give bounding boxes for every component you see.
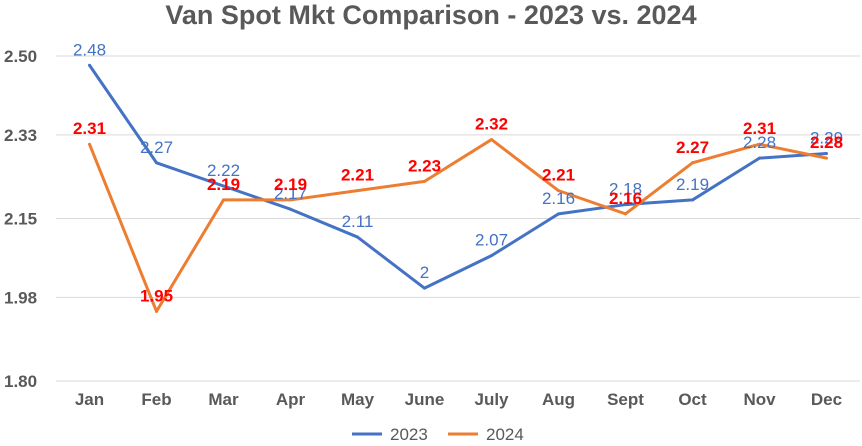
data-point-2023 — [557, 212, 560, 216]
data-label-2024: 2.32 — [475, 115, 508, 134]
data-point-2024 — [624, 212, 627, 216]
x-tick-label: Sept — [607, 390, 644, 409]
series-line-2024 — [88, 138, 827, 313]
x-tick-label: June — [405, 390, 445, 409]
x-axis-ticks: Jan Feb Mar Apr May June July Aug Sept Oct Nov Dec — [75, 390, 842, 409]
chart-title: Van Spot Mkt Comparison - 2023 vs. 2024 — [165, 0, 696, 30]
data-label-2023: 2.18 — [609, 180, 642, 199]
data-label-2024: 2.27 — [676, 138, 709, 157]
legend-label-2024: 2024 — [486, 425, 524, 444]
data-label-2024: 2.23 — [408, 156, 441, 175]
x-tick-label: Oct — [678, 390, 707, 409]
data-label-2023: 2 — [420, 263, 429, 282]
data-point-2024 — [758, 142, 761, 146]
data-point-2023 — [825, 152, 828, 155]
series-line-2023 — [88, 64, 827, 290]
x-tick-label: July — [474, 390, 509, 409]
data-label-2024: 2.31 — [73, 119, 106, 138]
y-tick-label: 2.15 — [4, 210, 37, 229]
x-tick-label: Dec — [811, 390, 842, 409]
data-label-2023: 2.19 — [676, 175, 709, 194]
data-label-2023: 2.28 — [743, 133, 776, 152]
y-tick-label: 1.98 — [4, 288, 37, 307]
data-point-2024 — [88, 142, 91, 146]
data-label-2023: 2.17 — [274, 184, 307, 203]
x-tick-label: Mar — [208, 390, 239, 409]
data-label-2023: 2.11 — [342, 212, 374, 231]
x-tick-label: May — [341, 390, 375, 409]
legend-label-2023: 2023 — [390, 425, 428, 444]
data-point-2023 — [222, 184, 225, 188]
data-point-2023 — [758, 156, 761, 160]
data-point-2024 — [423, 179, 426, 183]
data-label-2023: 2.48 — [73, 40, 106, 59]
y-tick-label: 1.80 — [4, 372, 37, 391]
data-label-2023: 2.27 — [140, 138, 173, 157]
data-point-2023 — [423, 286, 426, 290]
data-label-2024: 2.21 — [542, 166, 575, 185]
data-point-2023 — [691, 198, 694, 202]
data-point-2023 — [356, 235, 359, 239]
data-label-2024: 2.28 — [810, 133, 843, 152]
data-point-2024 — [490, 138, 493, 142]
data-label-2024: 1.95 — [140, 286, 173, 305]
data-point-2024 — [155, 309, 158, 313]
data-point-2023 — [88, 63, 91, 67]
data-point-2023 — [289, 207, 292, 211]
data-label-2023: 2.16 — [542, 189, 575, 208]
data-point-2024 — [289, 198, 292, 202]
x-tick-label: Nov — [743, 390, 776, 409]
data-point-2023 — [624, 203, 627, 207]
data-point-2023 — [490, 254, 493, 258]
data-point-2024 — [222, 198, 225, 202]
data-point-2024 — [691, 161, 694, 165]
data-point-2024 — [825, 156, 828, 160]
data-label-2023: 2.07 — [475, 231, 508, 250]
data-label-2024: 2.19 — [207, 175, 240, 194]
data-label-2024: 2.16 — [609, 189, 642, 208]
data-label-2024: 2.21 — [341, 166, 374, 185]
series-lines — [88, 63, 828, 313]
data-point-2024 — [356, 189, 359, 193]
x-tick-label: Aug — [542, 390, 575, 409]
y-tick-label: 2.50 — [4, 47, 37, 66]
x-tick-label: Apr — [276, 390, 306, 409]
x-tick-label: Jan — [75, 390, 104, 409]
x-tick-label: Feb — [141, 390, 171, 409]
data-label-2023: 2.29 — [810, 129, 843, 148]
y-axis-ticks: 2.50 2.33 2.15 1.98 1.80 — [4, 47, 37, 391]
legend: 2023 2024 — [352, 425, 524, 444]
data-label-2024: 2.31 — [743, 119, 776, 138]
data-point-2023 — [155, 161, 158, 165]
gridlines — [56, 55, 860, 382]
y-tick-label: 2.33 — [4, 126, 37, 145]
data-point-2024 — [557, 189, 560, 193]
data-label-2023: 2.22 — [207, 161, 240, 180]
data-label-2024: 2.19 — [274, 175, 307, 194]
